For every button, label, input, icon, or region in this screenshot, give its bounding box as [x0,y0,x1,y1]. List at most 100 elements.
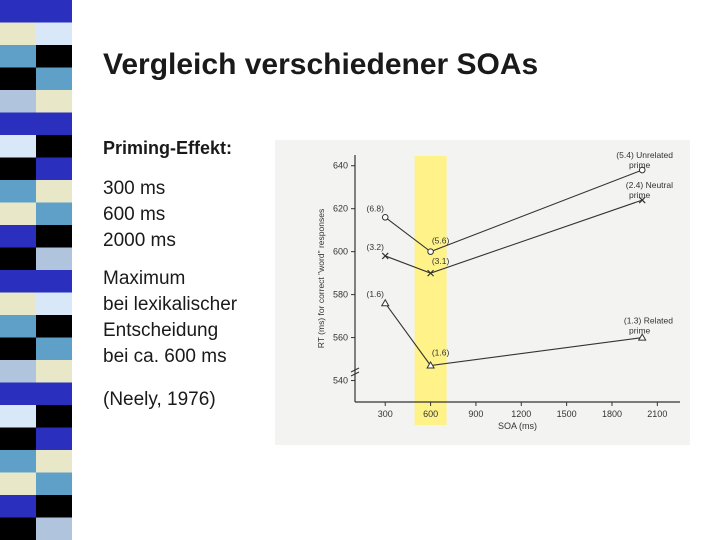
stripe-block [0,495,36,518]
stripe-block [0,225,36,248]
data-point [638,166,646,174]
soa-300: 300 ms [103,178,166,199]
data-point [380,298,390,307]
stripe-block [36,112,72,136]
stripe-block [36,360,72,383]
decorative-stripe [0,0,72,540]
stripe-block [0,67,36,91]
data-label: (1.6) [366,289,384,299]
x-tick-label: 1800 [602,409,622,419]
data-point [638,196,646,204]
stripe-block [36,315,72,338]
stripe-block [0,202,36,226]
stripe-block [36,472,72,496]
stripe-block [0,270,36,293]
stripe-block [0,427,36,451]
stripe-block [0,0,36,23]
soa-chart: 540 560 580 600 620 640 300 600 900 1200 1500 1800 2… [275,140,690,445]
max-line-2: bei lexikalischer [103,294,238,315]
y-tick-label: 600 [333,247,348,257]
stripe-block [36,202,72,226]
data-point [426,360,435,369]
stripe-block [36,450,72,473]
stripe-block [36,180,72,203]
stripe-block [36,22,72,46]
stripe-block [36,157,72,181]
soa-600: 600 ms [103,204,166,225]
stripe-block [36,382,72,406]
data-label: (1.6) [432,347,450,357]
stripe-block [36,135,72,158]
stripe-block [36,0,72,23]
stripe-block [0,112,36,136]
stripe-block [0,382,36,406]
x-tick-label: 1500 [557,409,577,419]
y-tick-label: 540 [333,376,348,386]
data-label: (3.1) [432,256,450,266]
priming-subhead: Priming-Effekt: [103,138,233,158]
max-line-3: Entscheidung [103,320,219,341]
stripe-block [36,270,72,293]
series-legend-name: prime [629,160,651,170]
slide-title: Vergleich verschiedener SOAs [103,48,539,81]
stripe-block [0,135,36,158]
axis-break [350,367,360,373]
data-point [427,269,435,277]
y-tick-label: 560 [333,333,348,343]
stripe-block [0,517,36,540]
stripe-block [0,45,36,68]
data-point [427,248,434,255]
stripe-block [0,180,36,203]
max-line-4: bei ca. 600 ms [103,346,227,367]
series-legend-name: prime [629,190,651,200]
stripe-block [36,90,72,113]
data-label: (5.6) [432,236,450,246]
stripe-block [36,247,72,271]
data-point [381,252,389,260]
x-axis-label: SOA (ms) [498,421,537,431]
stripe-block [0,247,36,271]
soa-2000: 2000 ms [103,230,176,251]
stripe-block [0,450,36,473]
y-tick-label: 580 [333,290,348,300]
data-label: (6.8) [366,203,384,213]
stripe-block [0,292,36,316]
series-legend-name: (2.4) Neutral [626,180,673,190]
max-line-1: Maximum [103,268,186,289]
stripe-block [0,360,36,383]
stripe-block [0,157,36,181]
stripe-block [36,427,72,451]
series-legend-name: (1.3) Related [624,316,673,326]
stripe-block [36,225,72,248]
x-tick-label: 2100 [647,409,667,419]
data-label: (3.2) [366,242,384,252]
stripe-block [36,67,72,91]
stripe-block [36,45,72,68]
stripe-block [0,90,36,113]
x-tick-label: 300 [378,409,393,419]
stripe-block [36,337,72,361]
series-legend-name: prime [629,326,651,336]
series-legend-name: (5.4) Unrelated [616,150,673,160]
axis-break [350,371,360,377]
x-tick-label: 1200 [511,409,531,419]
stripe-block [0,405,36,428]
stripe-block [0,315,36,338]
stripe-block [36,292,72,316]
data-point [381,213,389,221]
stripe-block [36,405,72,428]
highlight-band [414,156,447,425]
stripe-block [36,517,72,540]
y-axis-label: RT (ms) for correct "word" responses [316,209,326,348]
stripe-block [0,22,36,46]
y-tick-label: 620 [333,204,348,214]
chart-background [275,140,690,445]
stripe-block [36,495,72,518]
citation: (Neely, 1976) [103,389,216,410]
data-point [637,333,647,341]
y-tick-label: 640 [333,161,348,171]
stripe-block [0,337,36,361]
x-tick-label: 900 [468,409,483,419]
x-tick-label: 600 [423,409,438,419]
stripe-block [0,472,36,496]
